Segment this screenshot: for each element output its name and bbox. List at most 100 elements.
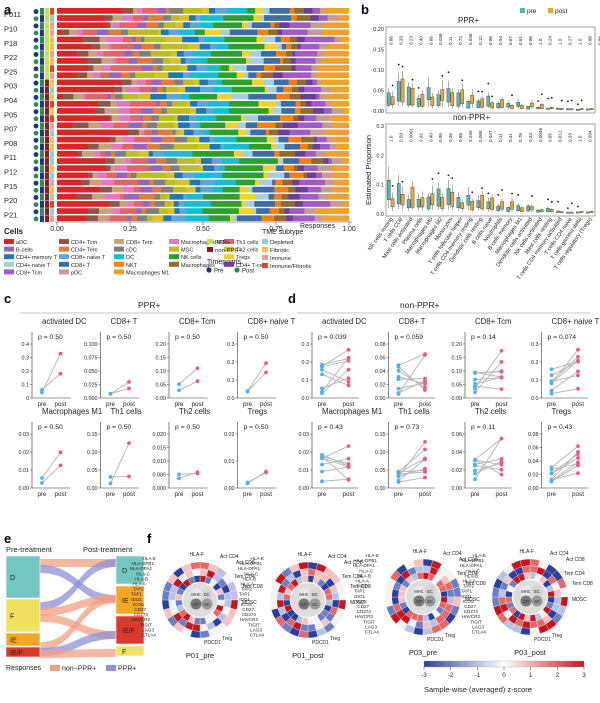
p-value-label: 0.86 <box>428 36 433 45</box>
bar-segment <box>331 158 343 164</box>
cell-type-label: Tem CD8 <box>242 584 263 590</box>
bar-segment <box>98 208 114 214</box>
gene-label: CD274 <box>357 609 372 614</box>
bar-segment <box>256 208 270 214</box>
bar-segment <box>269 8 291 14</box>
bar-segment <box>263 172 269 179</box>
box-body <box>556 210 560 213</box>
plot-frame <box>385 26 596 114</box>
bar-segment <box>93 72 101 79</box>
post-point <box>346 367 351 372</box>
tme-cell <box>50 208 54 215</box>
cell-legend-label: CD4+ naive T <box>16 263 51 269</box>
gene-label: HLA-E <box>250 556 264 561</box>
bar-segment <box>331 108 344 114</box>
outlier-point <box>576 103 579 106</box>
bar-segment <box>275 179 283 186</box>
x-label-post: post <box>260 401 272 408</box>
patient-pre-dot <box>33 195 39 200</box>
bar-segment <box>212 186 224 193</box>
pair-line <box>474 385 502 390</box>
box-body <box>490 197 494 210</box>
p-value: p = 0.73 <box>395 424 420 431</box>
pre-point <box>40 390 44 395</box>
paired-plot: Macrophages M1p = 0.500.000.010.020.03pr… <box>19 407 103 498</box>
pre-point <box>549 388 554 393</box>
timepoint-cell <box>40 215 44 223</box>
box-body <box>540 104 544 109</box>
bar-segment <box>334 36 341 43</box>
p-value-label: 0.33 <box>568 133 573 142</box>
inner-label: MHC <box>299 592 309 597</box>
cell-type-label: Tem CD4 <box>234 574 255 580</box>
bar-segment <box>336 143 350 150</box>
timepoint-cell <box>40 22 44 30</box>
bar-segment <box>280 36 290 43</box>
pre-point <box>177 472 181 477</box>
bar-segment <box>260 15 265 21</box>
outlier-point <box>401 65 404 68</box>
timepoint-swatch <box>206 267 212 273</box>
bar-segment <box>192 50 211 57</box>
patient-label: P15 <box>4 182 17 191</box>
bar-segment <box>311 72 318 79</box>
post-point <box>127 474 131 479</box>
bar-segment <box>325 100 331 107</box>
bar-segment <box>200 186 214 193</box>
bar-segment <box>207 58 247 64</box>
bar-segment <box>299 143 308 150</box>
bar-segment <box>91 193 106 200</box>
legend-label: non−PPR+ <box>62 666 96 673</box>
tme-cell <box>50 158 54 165</box>
x-label-post: post <box>55 401 67 408</box>
bar-segment <box>186 186 196 193</box>
bar-segment <box>305 79 313 86</box>
y-tick-label: 0.06 <box>452 432 463 438</box>
bar-segment <box>152 151 165 157</box>
gene-label: ICOS <box>241 602 252 607</box>
p-value-label: 0.61 <box>518 36 523 45</box>
tick-label: 0.75 <box>269 226 283 233</box>
bar-segment <box>316 79 321 86</box>
bar-segment <box>116 172 128 179</box>
bar-segment <box>122 36 133 43</box>
y-tick-label: 0.2 <box>22 369 30 375</box>
gene-label: IDO1 <box>131 597 142 602</box>
bar-segment <box>315 151 326 157</box>
bar-segment <box>258 115 281 121</box>
pre-point <box>320 367 324 372</box>
bar-segment <box>57 43 92 50</box>
bar-segment <box>121 79 132 86</box>
p-value-label: 0.34 <box>528 133 533 142</box>
pair-line <box>474 459 502 466</box>
bar-segment <box>100 122 114 129</box>
box-body <box>506 207 511 212</box>
legend-label: pre <box>527 8 537 15</box>
pre-block <box>5 555 41 599</box>
post-point <box>423 388 427 392</box>
bar-segment <box>195 108 207 114</box>
x-label-pre: pre <box>470 401 480 408</box>
bar-segment <box>148 151 154 157</box>
pair-line <box>474 350 502 389</box>
cell-swatch <box>114 254 124 260</box>
bar-segment <box>246 58 250 64</box>
inner-core <box>406 580 440 614</box>
timepoint-cell <box>40 100 44 108</box>
outlier-point <box>570 99 573 102</box>
bar-segment <box>337 15 350 21</box>
bar-segment <box>233 151 243 157</box>
post-point <box>576 463 580 468</box>
timepoint-cell <box>40 93 44 101</box>
p-value-label: 1.0 <box>538 38 543 45</box>
plot-title: activated DC <box>322 317 367 326</box>
bar-segment <box>327 43 350 50</box>
bar-segment <box>273 165 277 172</box>
y-tick-label: 0.20 <box>373 27 384 33</box>
inner-label: MHC <box>414 589 424 594</box>
box-body <box>520 207 524 212</box>
cell-legend-label: Th1 cells <box>236 240 259 246</box>
bar-segment <box>199 79 209 86</box>
bar-segment <box>57 15 106 21</box>
